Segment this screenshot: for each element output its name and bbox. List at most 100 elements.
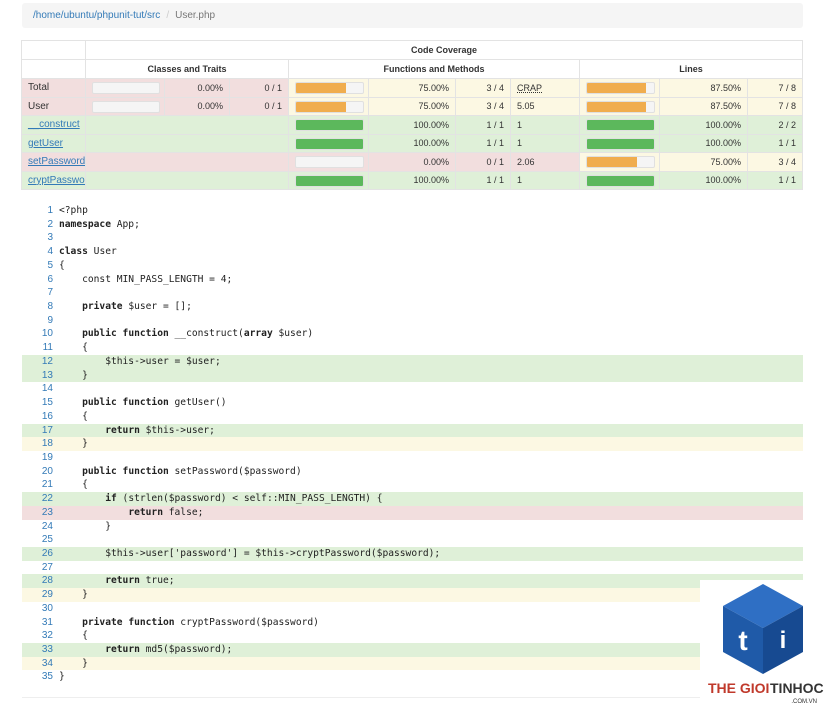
code-token: cryptPassword($password) — [174, 616, 319, 628]
line-number: 30 — [41, 602, 53, 614]
progress-track — [586, 156, 655, 168]
code-text: const MIN_PASS_LENGTH = 4; — [59, 273, 232, 287]
code-text: class User — [59, 245, 117, 259]
code-token: App; — [110, 218, 140, 230]
line-number: 16 — [41, 410, 53, 422]
code-token: { — [59, 630, 88, 642]
progress-track — [295, 156, 364, 168]
breadcrumb-current: User.php — [175, 10, 216, 21]
code-line: 18 } — [22, 437, 803, 451]
line-number: 17 — [41, 424, 53, 436]
empty-cell — [85, 115, 289, 135]
line-number: 28 — [41, 575, 53, 587]
code-line: 24 } — [22, 520, 803, 534]
code-line: 14 — [22, 382, 803, 396]
line-number: 18 — [41, 438, 53, 450]
keyword: return — [105, 644, 140, 656]
method-link[interactable]: setPassword — [28, 156, 86, 168]
row-name: Total — [21, 78, 86, 98]
keyword: if — [105, 493, 117, 505]
header-cell — [21, 40, 86, 60]
line-number: 23 — [41, 506, 53, 518]
code-line: 22 if (strlen($password) < self::MIN_PAS… — [22, 492, 803, 506]
progress-bar — [296, 138, 363, 149]
line-number: 7 — [47, 287, 53, 299]
code-line: 20 public function setPassword($password… — [22, 465, 803, 479]
code-line: 2 namespace App; — [22, 218, 803, 232]
code-line: 31 private function cryptPassword($passw… — [22, 616, 803, 630]
method-link[interactable]: getUser — [28, 137, 64, 149]
code-text: } — [59, 369, 88, 383]
line-number: 22 — [41, 493, 53, 505]
breadcrumb-link[interactable]: /home/ubuntu/phpunit-tut/src — [33, 10, 161, 21]
keyword: class — [59, 246, 88, 258]
bar-cell — [85, 96, 165, 116]
bar-cell — [288, 115, 369, 135]
keyword: private function — [82, 616, 175, 628]
bar-cell — [288, 170, 369, 190]
code-text: namespace App; — [59, 218, 140, 232]
footer-rule — [22, 697, 803, 698]
code-text: } — [59, 670, 65, 684]
line-number: 29 — [41, 589, 53, 601]
percent: 75.00% — [368, 78, 456, 98]
code-text: private $user = []; — [59, 300, 192, 314]
code-line: 6 const MIN_PASS_LENGTH = 4; — [22, 273, 803, 287]
progress-track — [586, 100, 655, 113]
line-number: 24 — [41, 520, 53, 532]
line-number: 2 — [47, 218, 53, 230]
code-line: 35} — [22, 670, 803, 684]
percent: 75.00% — [659, 152, 748, 172]
code-token: md5($password); — [139, 644, 233, 656]
percent: 100.00% — [368, 170, 456, 190]
code-text: public function getUser() — [59, 396, 226, 410]
bar-cell — [288, 96, 369, 116]
ratio: 1 / 1 — [455, 115, 511, 135]
crap: 5.05 — [510, 96, 580, 116]
method-link[interactable]: __construct — [28, 119, 80, 131]
line-number: 35 — [41, 671, 53, 683]
percent: 100.00% — [659, 133, 748, 153]
percent: 0.00% — [368, 152, 456, 172]
code-token: $user) — [272, 328, 314, 340]
line-number: 5 — [47, 259, 53, 271]
code-token — [59, 617, 82, 628]
code-line: 26 $this->user['password'] = $this->cryp… — [22, 547, 803, 561]
bar-cell — [579, 96, 660, 116]
progress-track — [586, 174, 655, 187]
bar-cell — [288, 133, 369, 153]
code-text: { — [59, 478, 88, 492]
code-token — [59, 397, 82, 408]
code-token: true; — [139, 575, 175, 587]
ratio: 3 / 4 — [455, 78, 511, 98]
code-token: $user = []; — [122, 301, 192, 313]
code-token — [59, 644, 105, 655]
code-line: 13 } — [22, 368, 803, 383]
line-number: 3 — [47, 232, 53, 244]
code-line: 8 private $user = []; — [22, 300, 803, 314]
row-label: User — [28, 100, 50, 112]
logo-letter: i — [780, 627, 787, 654]
empty-cell — [85, 133, 289, 153]
code-line: 10 public function __construct(array $us… — [22, 327, 803, 341]
line-number: 27 — [41, 561, 53, 573]
progress-track — [586, 137, 655, 150]
code-token: User — [87, 246, 117, 258]
row-name: setPassword — [21, 152, 86, 172]
code-line: 12 $this->user = $user; — [22, 354, 803, 369]
keyword: return — [128, 506, 163, 518]
ratio: 0 / 1 — [455, 152, 511, 172]
percent: 100.00% — [659, 170, 748, 190]
progress-track — [92, 82, 160, 94]
line-number: 12 — [41, 355, 53, 367]
code-line: 33 return md5($password); — [22, 643, 803, 657]
code-line: 28 return true; — [22, 574, 803, 589]
table-title: Code Coverage — [85, 40, 803, 60]
line-number: 8 — [47, 301, 53, 313]
progress-bar — [587, 83, 646, 93]
bar-cell — [579, 133, 660, 153]
method-link[interactable]: cryptPassword — [28, 174, 94, 186]
code-line: 1 <?php — [22, 204, 803, 218]
percent: 75.00% — [368, 96, 456, 116]
